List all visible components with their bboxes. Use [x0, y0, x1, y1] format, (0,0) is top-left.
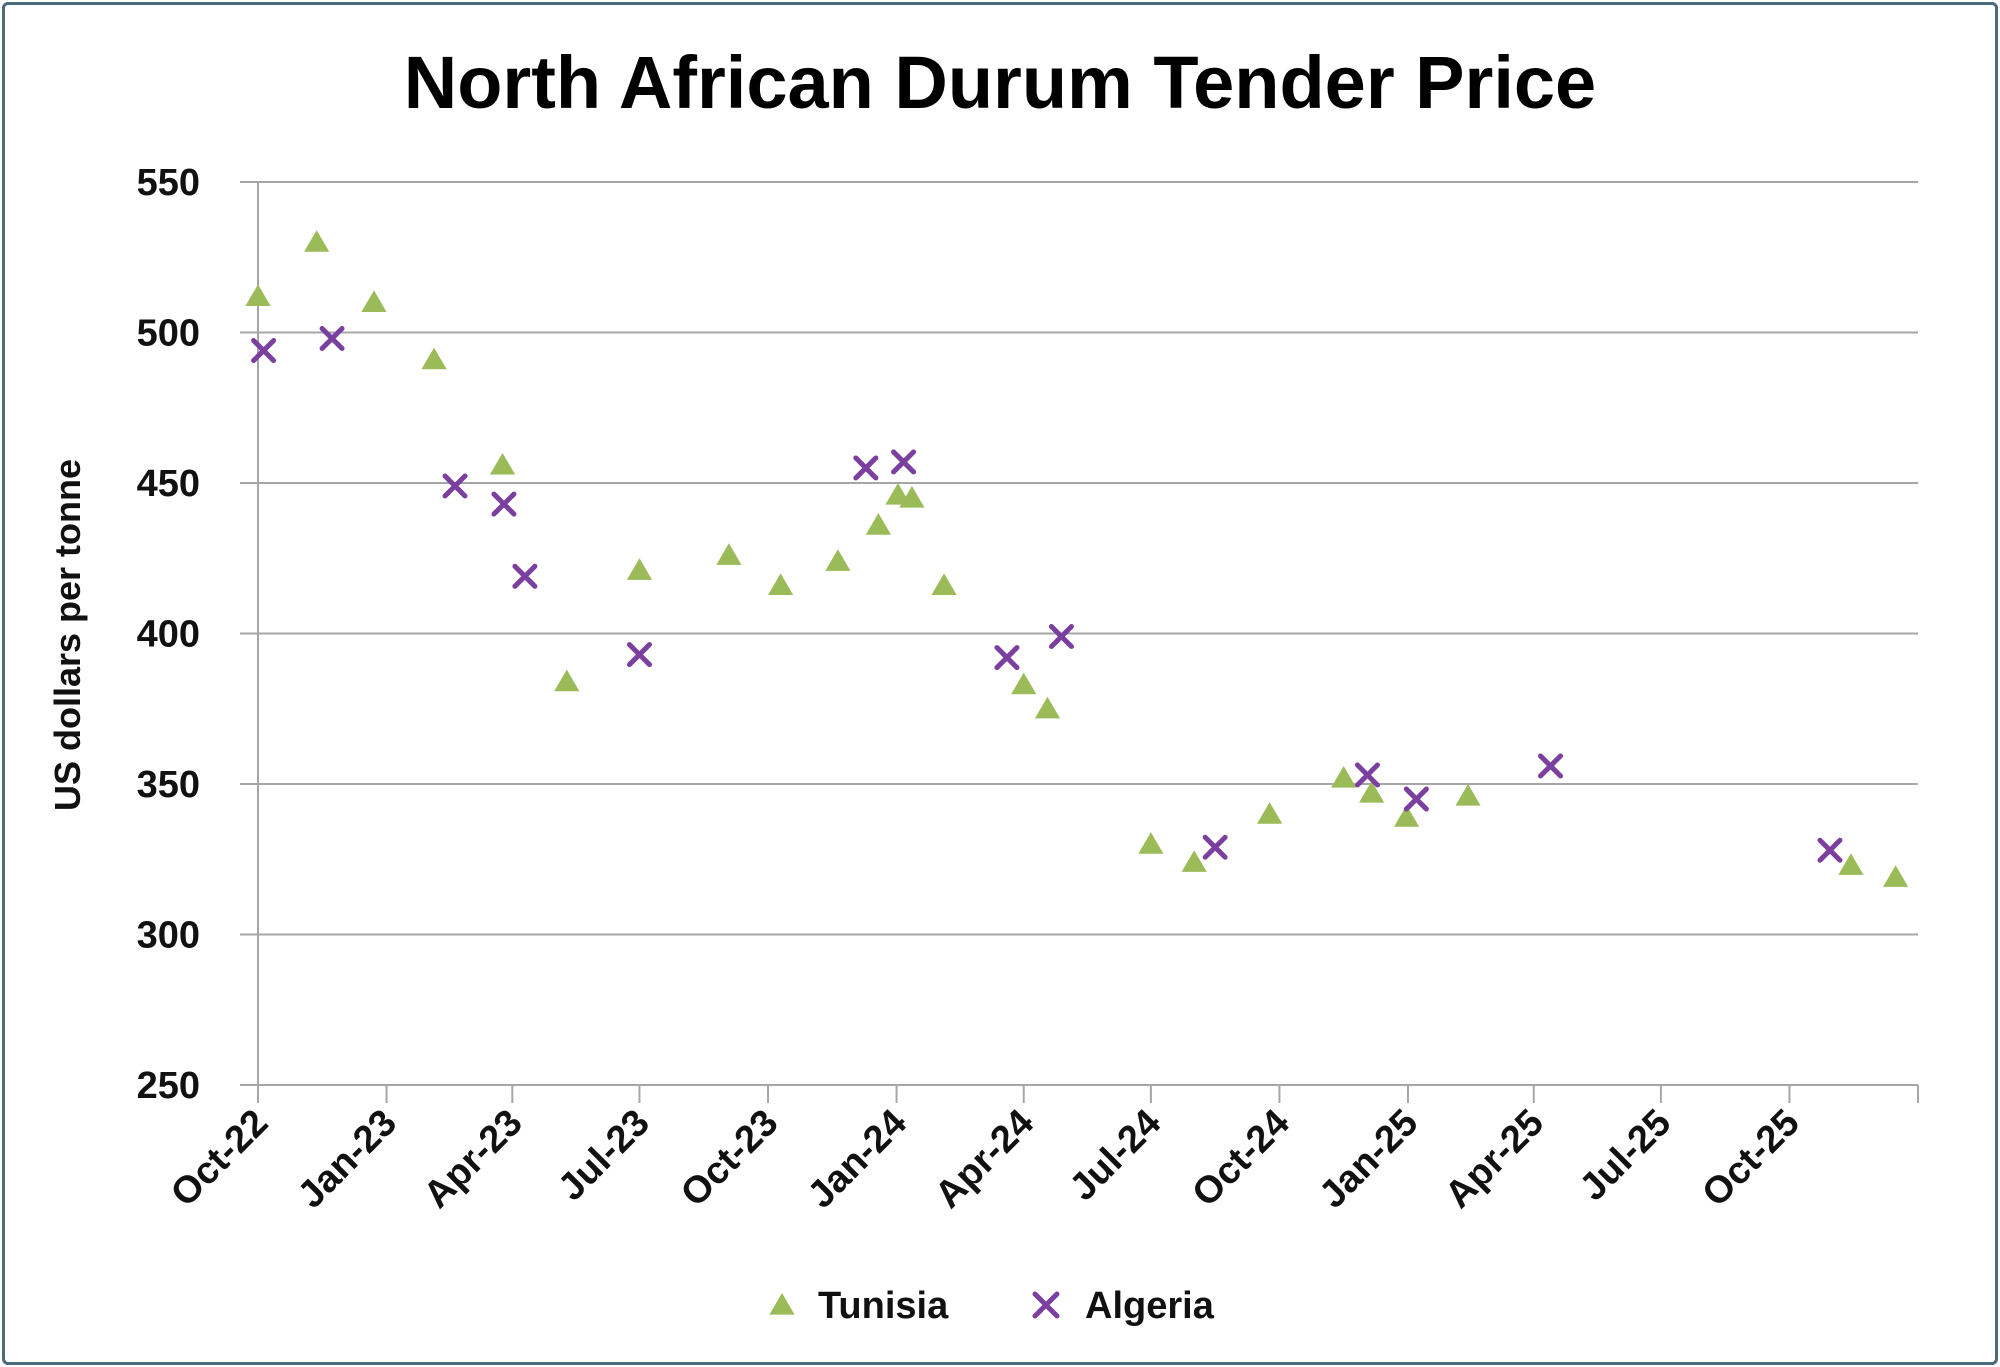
- x-tick-label: Jul-25: [1572, 1102, 1679, 1209]
- x-tick-label: Apr-24: [927, 1102, 1042, 1217]
- x-tick-label: Jul-23: [550, 1102, 657, 1209]
- legend-tunisia-marker: [769, 1293, 795, 1315]
- tunisia-point: [1838, 853, 1864, 875]
- legend: Tunisia Algeria: [769, 1285, 1215, 1327]
- tunisia-point: [421, 347, 447, 370]
- tunisia-point: [716, 543, 742, 565]
- algeria-point: [251, 338, 277, 364]
- x-tick-label: Jan-23: [290, 1102, 405, 1217]
- algeria-point: [853, 455, 879, 481]
- y-axis-label: US dollars per tonne: [47, 459, 88, 811]
- tunisia-point: [1393, 805, 1420, 827]
- tunisia-point: [1257, 802, 1283, 824]
- tunisia-point: [626, 558, 653, 580]
- legend-algeria-label: Algeria: [1085, 1285, 1215, 1327]
- tunisia-point: [899, 486, 925, 508]
- x-tick-label: Oct-24: [1184, 1102, 1297, 1215]
- tunisia-point: [825, 549, 851, 571]
- y-tick-label: 550: [137, 162, 200, 204]
- algeria-point: [1817, 837, 1843, 863]
- x-tick-label: Oct-22: [163, 1102, 276, 1215]
- algeria-point: [319, 326, 345, 352]
- y-tick-label: 500: [137, 313, 200, 355]
- tunisia-point: [554, 669, 580, 692]
- tunisia-point: [865, 513, 892, 535]
- tunisia-point: [1138, 832, 1164, 854]
- algeria-point: [512, 563, 538, 589]
- algeria-point: [1538, 753, 1564, 779]
- tunisia-point: [767, 573, 794, 595]
- gridlines: [240, 181, 1918, 1086]
- algeria-point: [994, 645, 1020, 671]
- x-tick-label: Oct-23: [673, 1102, 786, 1215]
- x-tick-label: Jul-24: [1062, 1102, 1169, 1209]
- y-tick-labels: 250 300 350 400 450 500 550: [137, 162, 200, 1107]
- tunisia-point: [245, 284, 271, 306]
- tunisia-point: [304, 230, 330, 252]
- x-tick-labels: Oct-22 Jan-23 Apr-23 Jul-23 Oct-23 Jan-24 Apr-…: [163, 1102, 1808, 1217]
- y-tick-label: 250: [137, 1065, 200, 1107]
- algeria-point: [891, 449, 917, 475]
- x-tick-label: Jan-24: [800, 1102, 915, 1217]
- y-tick-label: 450: [137, 463, 200, 505]
- legend-algeria-marker: [1032, 1291, 1060, 1319]
- data-points: [245, 230, 1909, 887]
- tunisia-point: [1181, 850, 1207, 872]
- x-tick-label: Oct-25: [1694, 1102, 1807, 1215]
- x-tick-label: Apr-23: [416, 1102, 531, 1217]
- x-tick-label: Jan-25: [1312, 1102, 1427, 1217]
- algeria-point: [1202, 834, 1228, 860]
- tunisia-point: [361, 290, 387, 312]
- tunisia-point: [931, 573, 957, 595]
- algeria-point: [491, 491, 517, 517]
- legend-tunisia-label: Tunisia: [818, 1285, 949, 1327]
- algeria-point: [442, 473, 468, 499]
- x-tick-label: Apr-25: [1437, 1102, 1552, 1217]
- tunisia-point: [1331, 765, 1357, 788]
- chart-title: North African Durum Tender Price: [404, 41, 1596, 124]
- tunisia-point: [1359, 781, 1385, 803]
- y-tick-label: 400: [137, 614, 200, 656]
- axes: [240, 182, 1919, 1103]
- tunisia-point: [1455, 784, 1481, 806]
- algeria-point: [1403, 786, 1429, 812]
- y-tick-label: 350: [137, 764, 200, 806]
- tunisia-point: [1034, 696, 1061, 719]
- algeria-point: [1048, 624, 1074, 650]
- y-tick-label: 300: [137, 915, 200, 957]
- tunisia-point: [1011, 672, 1037, 695]
- algeria-point: [1354, 762, 1380, 788]
- tunisia-point: [489, 452, 516, 475]
- tunisia-point: [1883, 865, 1909, 887]
- algeria-point: [626, 642, 652, 668]
